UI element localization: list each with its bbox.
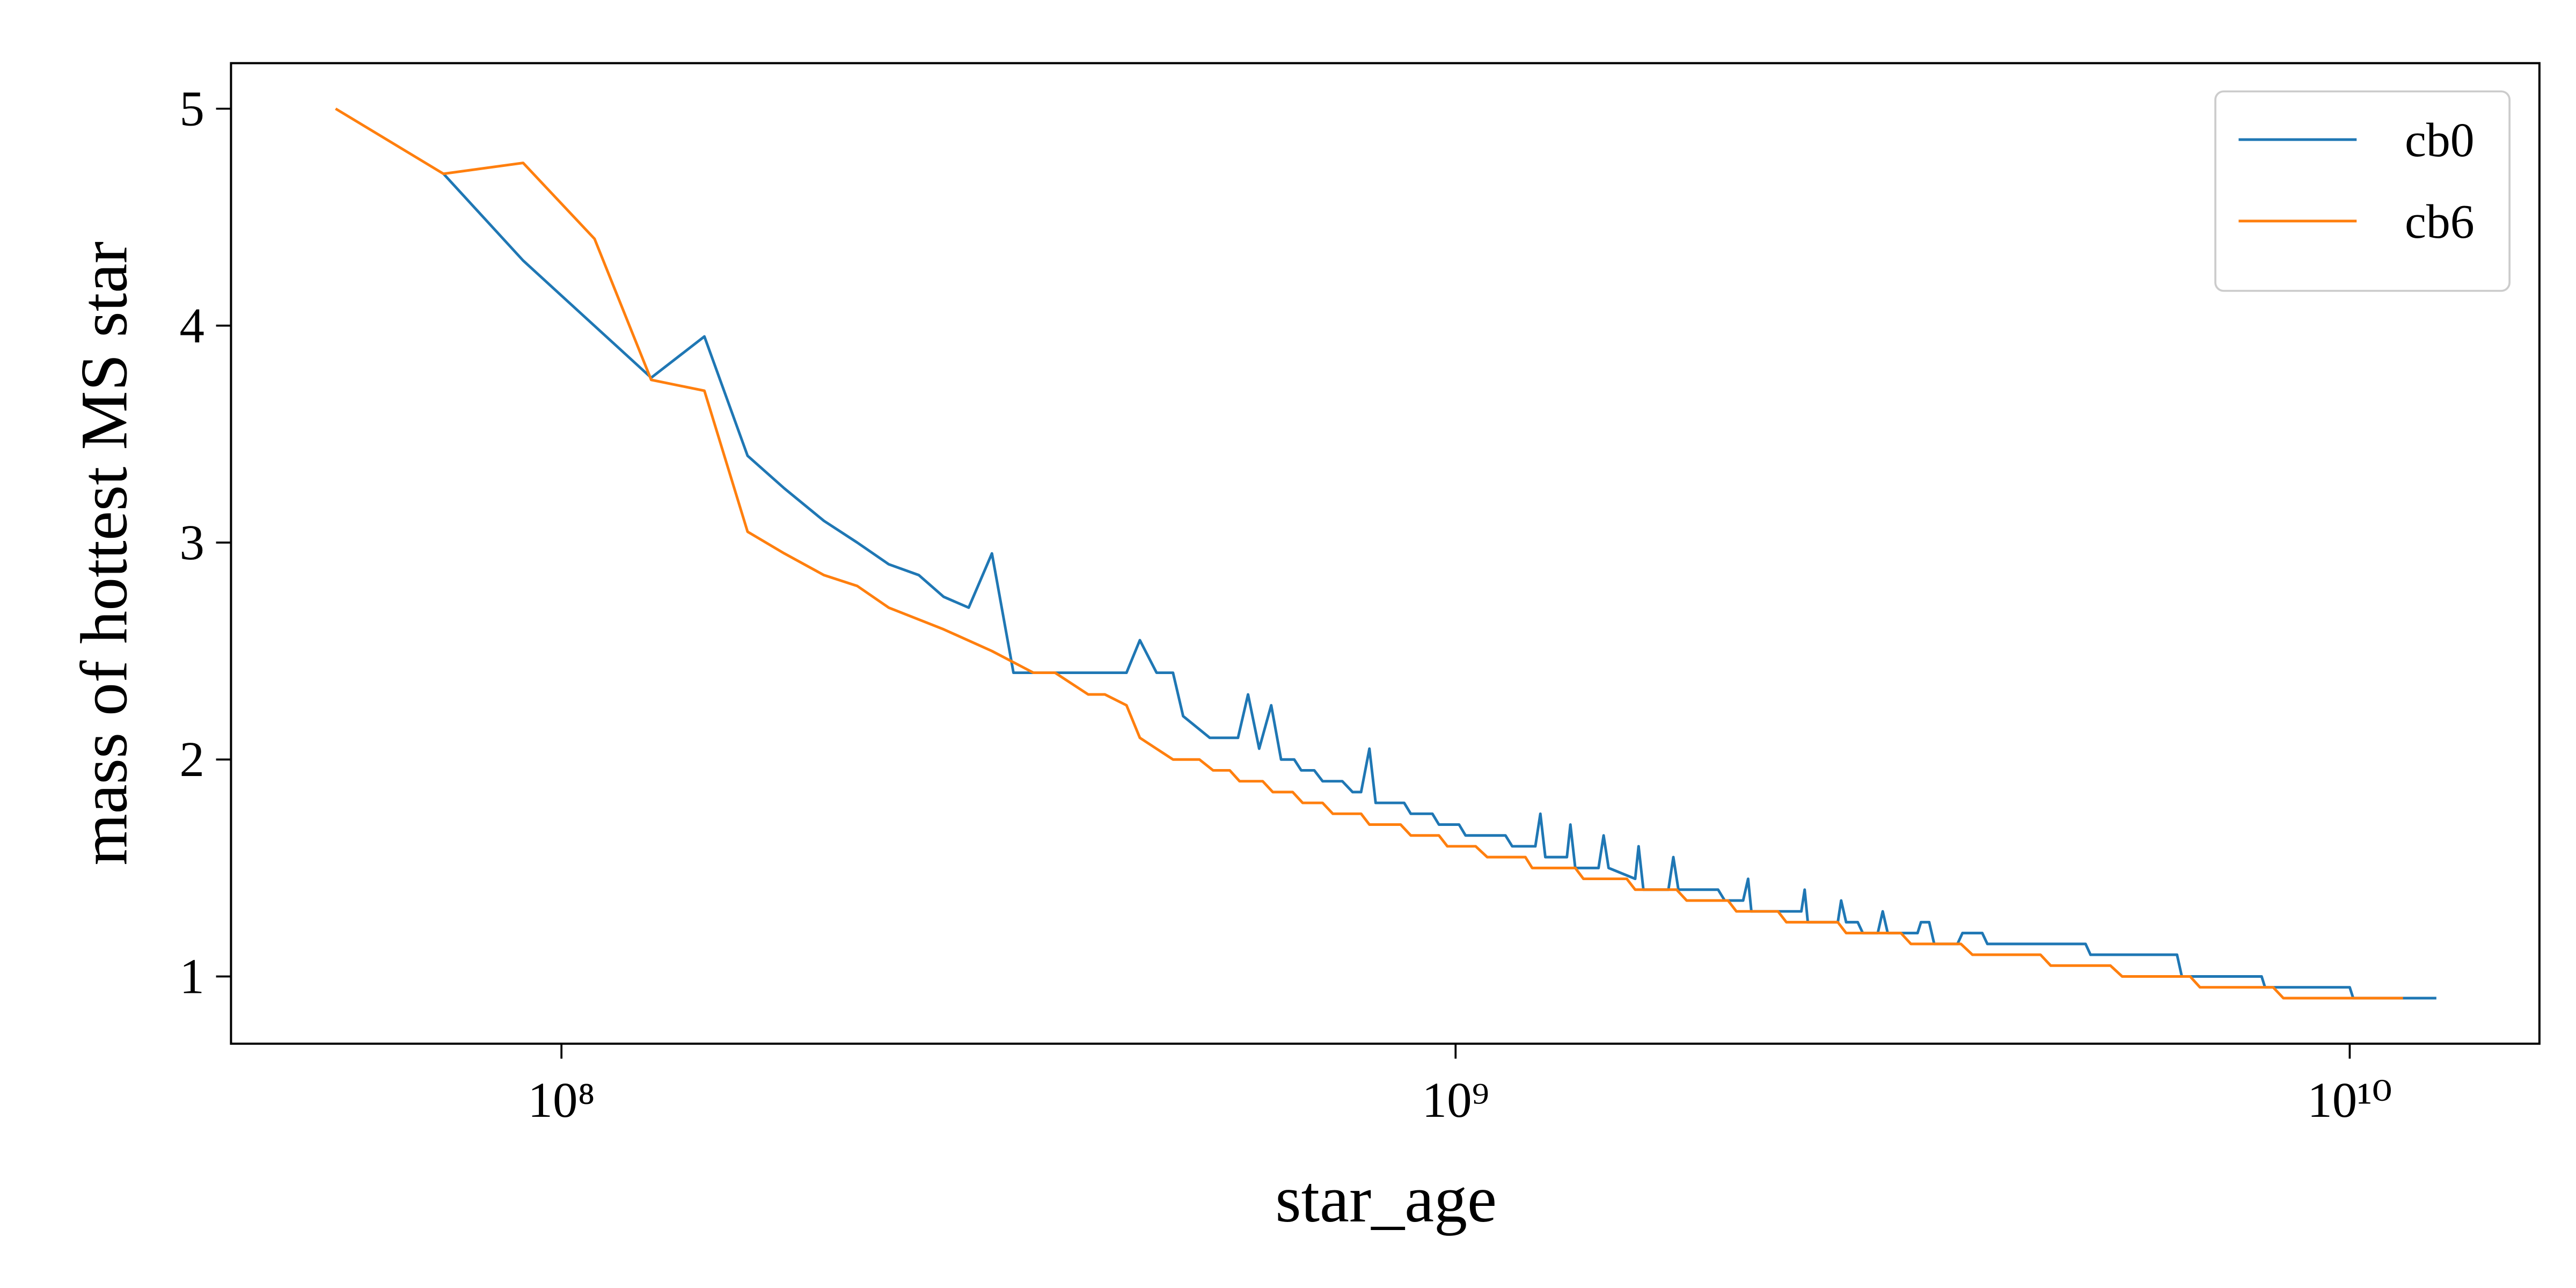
plot-frame <box>230 62 2541 1045</box>
data-line <box>335 107 2403 1000</box>
y-tick-label: 4 <box>179 298 204 354</box>
y-tick-label: 2 <box>179 732 204 787</box>
x-axis-label: star_age <box>1275 1162 1497 1236</box>
y-tick-label: 5 <box>179 82 204 137</box>
y-axis-label: mass of hottest MS star <box>67 241 141 866</box>
x-tick-label: 10⁹ <box>1422 1073 1489 1128</box>
data-line <box>442 173 2436 1000</box>
legend-label: cb0 <box>2405 114 2475 167</box>
y-tick-label: 3 <box>179 515 204 570</box>
x-tick-label: 10¹⁰ <box>2307 1073 2392 1128</box>
y-tick-label: 1 <box>179 949 204 1004</box>
x-tick-label: 10⁸ <box>528 1073 595 1128</box>
legend-label: cb6 <box>2405 195 2475 248</box>
legend-box <box>2214 90 2511 292</box>
